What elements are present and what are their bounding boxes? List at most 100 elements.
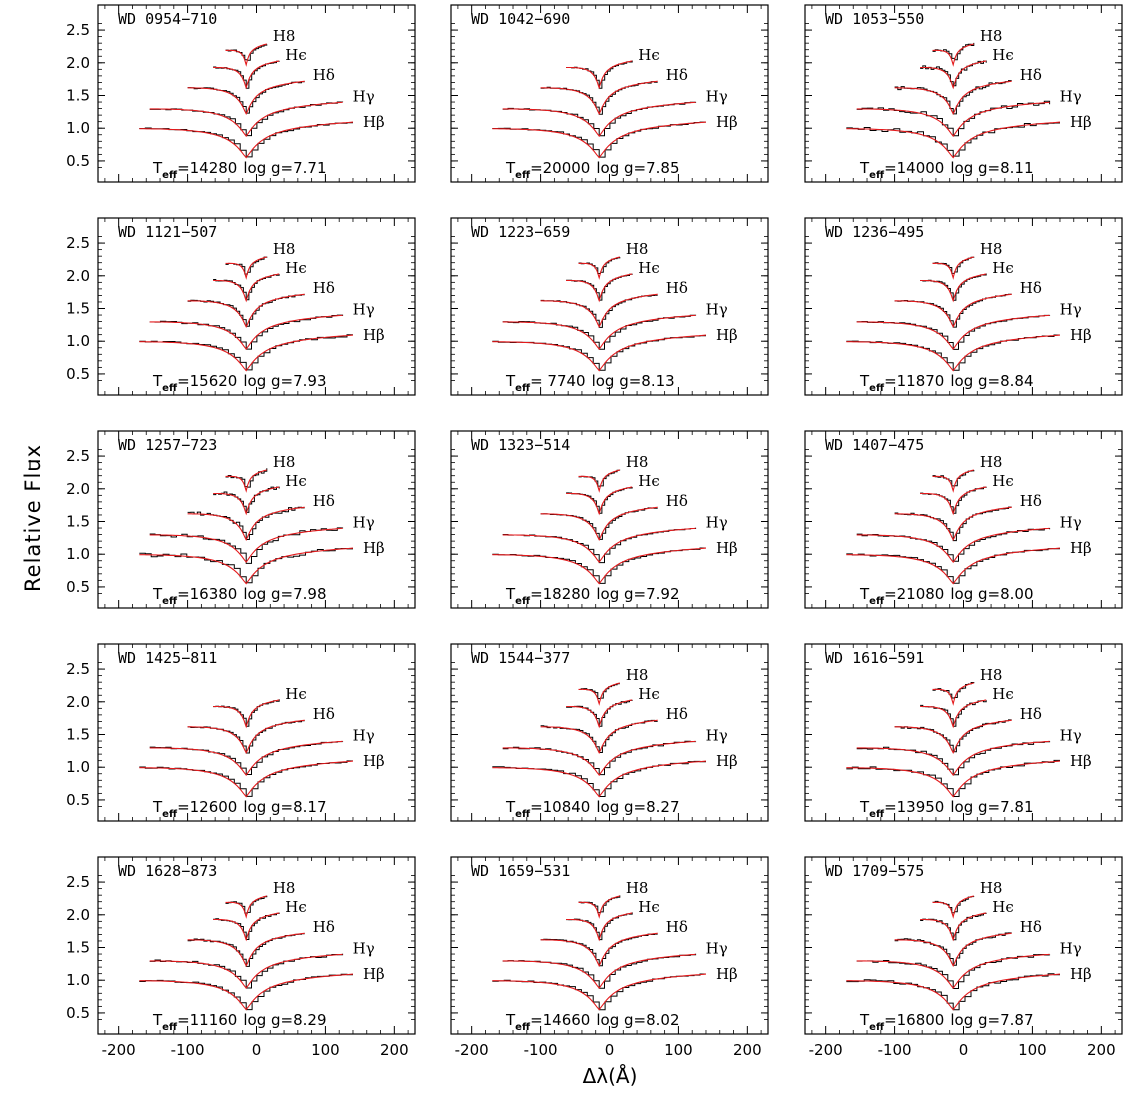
panel-frame <box>450 217 769 396</box>
model-fit <box>578 682 620 706</box>
panel-star-name: WD 1659−531 <box>471 862 570 880</box>
teff-subscript: eff <box>869 809 885 820</box>
logg-value: log g=7.92 <box>596 585 679 603</box>
y-tick-label: 2.5 <box>66 21 90 39</box>
model-fit <box>932 469 974 493</box>
line-label: H8 <box>626 666 649 684</box>
x-tick-label: 100 <box>311 1041 340 1059</box>
model-fit <box>932 895 974 919</box>
line-label: Hδ <box>313 279 335 297</box>
model-fit <box>578 895 620 919</box>
line-label: Hβ <box>1070 752 1092 770</box>
logg-value: log g=8.84 <box>950 372 1033 390</box>
model-fit <box>846 121 1061 159</box>
model-fit <box>502 101 696 138</box>
y-tick-label: 1.5 <box>66 726 90 744</box>
panel-star-name: WD 1425−811 <box>118 649 217 667</box>
model-fit <box>846 334 1061 372</box>
logg-value: log g=7.87 <box>950 1011 1033 1029</box>
teff-subscript: eff <box>162 170 178 181</box>
teff-symbol: T <box>152 372 163 390</box>
line-label: Hϵ <box>285 685 306 703</box>
model-fit <box>856 314 1050 351</box>
teff-symbol: T <box>152 1011 163 1029</box>
model-fit <box>932 256 974 280</box>
logg-value: log g=7.98 <box>243 585 326 603</box>
y-tick-label: 1.5 <box>66 513 90 531</box>
y-tick-label: 1.0 <box>66 332 90 350</box>
y-tick-label: 2.5 <box>66 873 90 891</box>
model-fit <box>187 932 305 968</box>
teff-symbol: T <box>505 798 516 816</box>
teff-value: =14000 <box>884 159 944 177</box>
y-tick-label: 1.5 <box>66 939 90 957</box>
observed-spectrum <box>846 122 1060 157</box>
line-label: Hϵ <box>638 685 659 703</box>
fit-parameters: Teff=11160 log g=8.29 <box>152 1011 326 1033</box>
model-fit <box>540 719 658 755</box>
model-fit <box>920 273 987 303</box>
panel-star-name: WD 1236−495 <box>825 223 924 241</box>
model-fit <box>856 527 1050 564</box>
line-label: Hϵ <box>285 46 306 64</box>
teff-subscript: eff <box>162 383 178 394</box>
line-label: Hδ <box>666 279 688 297</box>
x-tick-label: -200 <box>102 1041 136 1059</box>
line-label: Hϵ <box>285 472 306 490</box>
line-label: H8 <box>626 453 649 471</box>
line-label: Hγ <box>353 726 375 744</box>
panel-frame <box>97 217 416 396</box>
panel-star-name: WD 1628−873 <box>118 862 217 880</box>
model-fit <box>578 256 620 280</box>
x-tick-label: -100 <box>878 1041 912 1059</box>
line-label: H8 <box>980 879 1003 897</box>
line-label: Hγ <box>353 87 375 105</box>
line-label: Hγ <box>706 87 728 105</box>
model-fit <box>492 334 707 372</box>
model-fit <box>187 293 305 329</box>
panel-star-name: WD 1544−377 <box>471 649 570 667</box>
model-fit <box>139 121 354 159</box>
fit-parameters: Teff=14000 log g=8.11 <box>859 159 1033 181</box>
line-label: Hγ <box>353 300 375 318</box>
observed-spectrum <box>187 81 305 114</box>
model-fit <box>566 486 633 516</box>
panel: WD 1042−690 Hβ Hγ Hδ Hϵ Teff=20000 log g=7.85 <box>450 4 769 183</box>
observed-spectrum <box>213 274 280 301</box>
panel-frame <box>450 430 769 609</box>
panels-grid: 0.51.01.52.02.5WD 0954−710HβHγHδHϵH8Teff… <box>66 4 1123 1059</box>
model-fit <box>894 932 1012 968</box>
line-label: Hδ <box>666 705 688 723</box>
teff-value: =14660 <box>530 1011 590 1029</box>
model-fit <box>139 334 354 372</box>
y-tick-label: 1.5 <box>66 87 90 105</box>
teff-value: =11870 <box>884 372 944 390</box>
observed-spectrum <box>149 527 344 564</box>
model-fit <box>225 469 267 493</box>
model-fit <box>187 506 305 542</box>
logg-value: log g=8.02 <box>596 1011 679 1029</box>
line-label: Hϵ <box>638 46 659 64</box>
panel-star-name: WD 1042−690 <box>471 10 570 28</box>
line-label: H8 <box>980 666 1003 684</box>
model-fit <box>502 527 696 564</box>
teff-subscript: eff <box>869 383 885 394</box>
panel-star-name: WD 0954−710 <box>118 10 217 28</box>
model-fit <box>540 80 658 116</box>
teff-value: =15620 <box>177 372 237 390</box>
panel-frame <box>804 430 1123 609</box>
logg-value: log g=7.71 <box>243 159 326 177</box>
x-tick-label: 200 <box>1087 1041 1116 1059</box>
model-fit <box>846 760 1061 798</box>
model-fit <box>920 912 987 942</box>
panel-frame <box>97 430 416 609</box>
x-tick-label: 100 <box>1018 1041 1047 1059</box>
teff-subscript: eff <box>162 1022 178 1033</box>
teff-subscript: eff <box>515 383 531 394</box>
model-fit <box>225 256 267 280</box>
